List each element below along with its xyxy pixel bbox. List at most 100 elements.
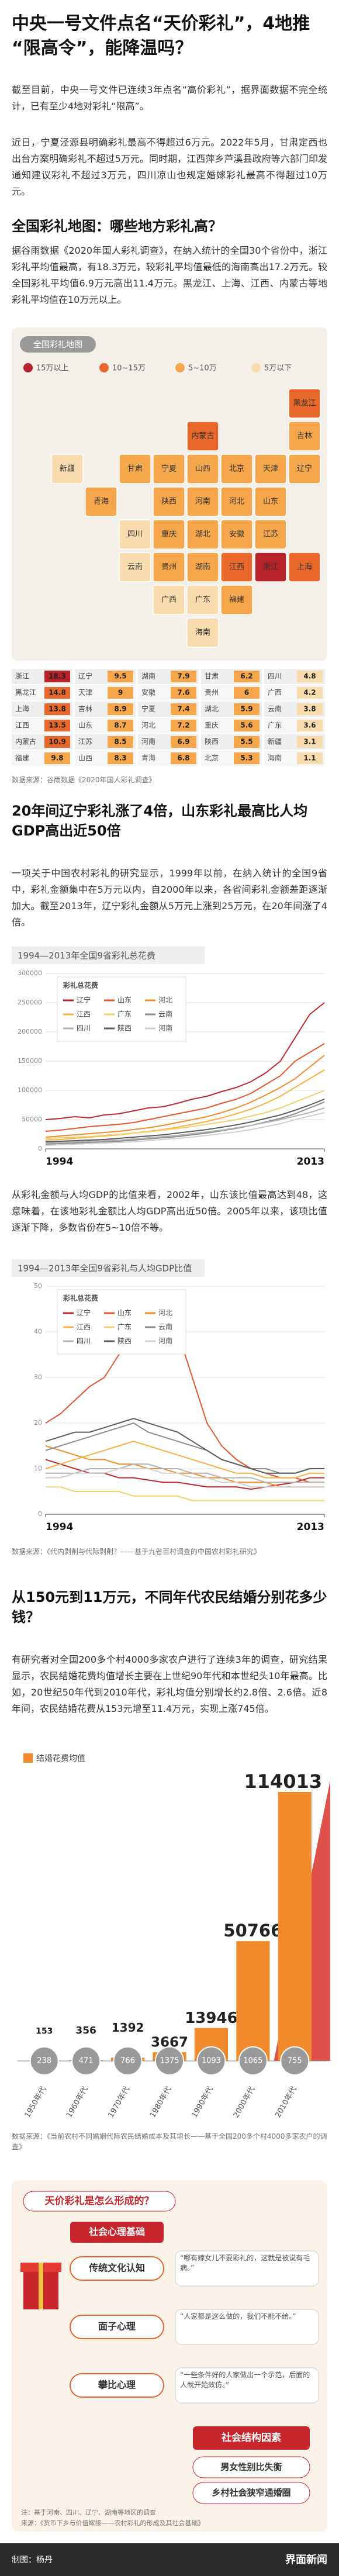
province-name: 山东 bbox=[263, 498, 278, 506]
value-cell bbox=[234, 687, 260, 699]
value-cell bbox=[108, 703, 133, 715]
province-name: 吉林 bbox=[78, 705, 92, 713]
y-tick-label: 30 bbox=[34, 1373, 42, 1381]
legend-label: 10~15万 bbox=[112, 364, 146, 373]
value-label: 1.1 bbox=[303, 754, 316, 762]
value-label: 5.9 bbox=[240, 705, 252, 713]
province-name: 黑龙江 bbox=[15, 689, 36, 697]
legend-label: 四川 bbox=[77, 1024, 91, 1033]
ratio-dot bbox=[238, 2046, 268, 2076]
x-tick-label: 1980年代 bbox=[148, 2085, 174, 2119]
province-tile bbox=[254, 552, 287, 582]
legend-label: 广东 bbox=[117, 1323, 132, 1331]
province-name: 山西 bbox=[78, 754, 92, 762]
y-tick-label: 40 bbox=[34, 1328, 42, 1335]
paragraph: 一项关于中国农村彩礼的研究显示，1999年以前，在纳入统计的全国9省中，彩礼金额… bbox=[12, 868, 327, 928]
value-label: 50766 bbox=[223, 1921, 282, 1940]
value-label: 6 bbox=[244, 689, 249, 697]
value-label: 3.6 bbox=[303, 721, 316, 730]
province-name: 吉林 bbox=[297, 432, 312, 441]
value-cell bbox=[44, 752, 70, 764]
psych-header bbox=[70, 2222, 164, 2243]
province-name: 北京 bbox=[229, 465, 244, 474]
value-cell bbox=[108, 687, 133, 699]
province-name: 青海 bbox=[141, 754, 155, 762]
province-name: 宁夏 bbox=[141, 705, 155, 713]
series-line bbox=[45, 1069, 325, 1141]
value-label: 14.8 bbox=[49, 689, 66, 697]
x-tick-label: 1990年代 bbox=[190, 2085, 215, 2119]
province-tile bbox=[186, 421, 219, 451]
value-label: 18.3 bbox=[49, 672, 66, 681]
ratio-dot bbox=[71, 2046, 101, 2076]
quote-box: “哪有嫁女儿不要彩礼的，这就是被说有毛病。” bbox=[180, 2254, 310, 2272]
province-name: 河北 bbox=[141, 721, 155, 730]
legend-label: 5~10万 bbox=[188, 364, 217, 373]
province-name: 辽宁 bbox=[78, 672, 92, 681]
province-tile bbox=[288, 454, 321, 484]
heading: 全国彩礼地图：哪些地方彩礼高？ bbox=[12, 218, 222, 234]
quote: “人家都是这么做的，我们不能不给。” bbox=[180, 2312, 296, 2321]
footer: 制图：杨丹 界面新闻 bbox=[0, 2543, 339, 2576]
legend-label: 河北 bbox=[158, 996, 172, 1004]
ratio-label: 1093 bbox=[202, 2057, 221, 2066]
factor-box bbox=[70, 2256, 164, 2281]
province-name: 陕西 bbox=[205, 737, 219, 746]
source: 数据来源：谷雨数据《2020年国人彩礼调查》 bbox=[12, 776, 156, 784]
y-tick-label: 0 bbox=[38, 1510, 42, 1518]
province-name: 北京 bbox=[205, 754, 219, 762]
value-cell bbox=[44, 736, 70, 748]
province-name: 重庆 bbox=[161, 530, 177, 539]
province-name: 海南 bbox=[268, 754, 282, 762]
province-name: 江西 bbox=[15, 721, 29, 730]
factor-label: 传统文化认知 bbox=[88, 2263, 145, 2274]
value-label: 13.5 bbox=[49, 721, 66, 730]
legend-swatch bbox=[175, 363, 185, 372]
chart: 结婚花费均值1531950年代3561960年代13921970年代366719… bbox=[18, 1753, 330, 2119]
value-cell bbox=[234, 671, 260, 682]
struct-box bbox=[192, 2456, 310, 2478]
province-name: 湖北 bbox=[205, 705, 219, 713]
province-name: 山西 bbox=[195, 465, 210, 474]
value-cell bbox=[171, 752, 196, 764]
province-name: 辽宁 bbox=[297, 464, 312, 474]
value-label: 9 bbox=[118, 689, 123, 697]
value-cell bbox=[108, 671, 133, 682]
factor-label: 攀比心理 bbox=[98, 2380, 136, 2391]
series-line bbox=[46, 1463, 324, 1483]
province-name: 河北 bbox=[229, 498, 244, 506]
legend-label: 四川 bbox=[77, 1337, 91, 1345]
province-name: 湖南 bbox=[195, 562, 210, 572]
y-tick-label: 50000 bbox=[22, 1116, 42, 1123]
value-cell bbox=[171, 671, 196, 682]
value-label: 9.8 bbox=[51, 754, 63, 762]
province-name: 湖北 bbox=[195, 530, 210, 539]
province-name: 广东 bbox=[195, 596, 210, 605]
source: 来源：《货币下乡与价值嫁接——农村彩礼的形成及其社会基础》 bbox=[21, 2519, 205, 2527]
legend-box bbox=[57, 976, 186, 1042]
value-cell bbox=[171, 703, 196, 715]
series-line bbox=[45, 1112, 325, 1146]
credit: 制图：杨丹 bbox=[12, 2556, 53, 2565]
table: 浙江 18.3 黑龙江 14.8 上海 13.8 江西 13.5 内蒙古 10.9 福建 9.8 辽宁 9… bbox=[12, 669, 325, 766]
quote-bubble bbox=[175, 2250, 319, 2287]
legend-label: 广东 bbox=[117, 1010, 132, 1018]
province-tile bbox=[51, 454, 84, 484]
series-line bbox=[45, 1101, 325, 1145]
value-cell bbox=[297, 752, 323, 764]
ratio-label: 238 bbox=[37, 2057, 51, 2066]
province-tile bbox=[220, 585, 253, 615]
province-name: 宁夏 bbox=[161, 464, 177, 474]
chart-title-bg bbox=[12, 1259, 205, 1277]
province-name: 江西 bbox=[229, 563, 244, 572]
legend-swatch bbox=[23, 1753, 33, 1763]
legend-label: 辽宁 bbox=[77, 1308, 91, 1317]
value-cell bbox=[44, 720, 70, 731]
province-tile bbox=[220, 519, 253, 550]
province-name: 天津 bbox=[263, 465, 278, 474]
province-name: 云南 bbox=[268, 705, 282, 713]
heading: 从150元到11万元，不同年代农民结婚分别花多少钱？ bbox=[12, 1589, 327, 1625]
diagram-bg bbox=[12, 2181, 327, 2532]
province-name: 福建 bbox=[229, 596, 244, 605]
